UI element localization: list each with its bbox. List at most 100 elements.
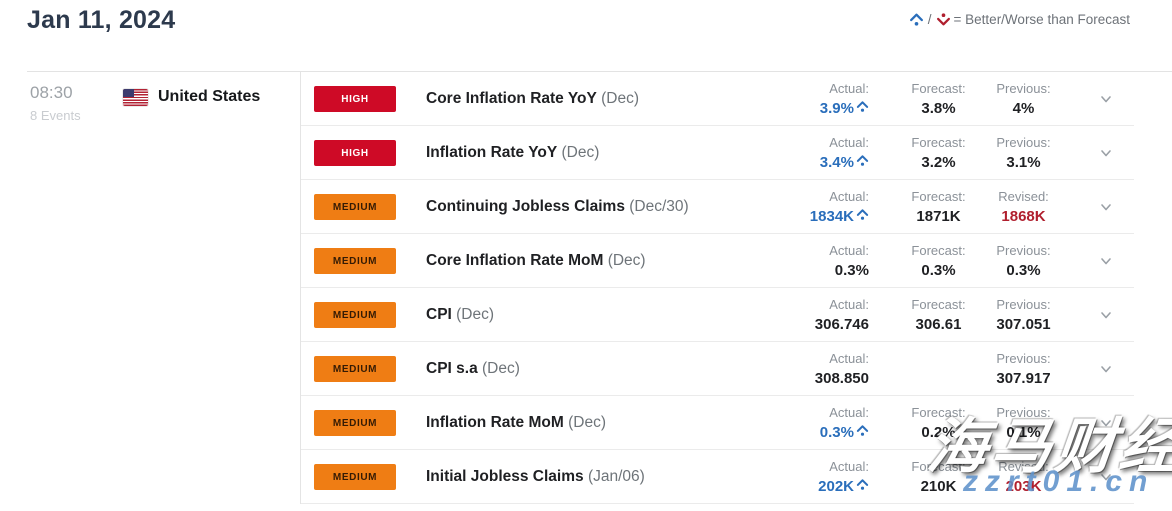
third-value: 203K [1005, 478, 1042, 495]
chevron-down-icon[interactable] [1099, 416, 1113, 430]
event-period: (Dec) [477, 360, 520, 377]
third-label: Previous: [996, 81, 1051, 96]
actual-value: 3.4% [819, 154, 854, 171]
forecast-value: 1871K [916, 208, 961, 225]
forecast-label: Forecast: [911, 243, 966, 258]
event-period: (Dec) [563, 414, 606, 431]
better-arrow-icon [856, 476, 869, 497]
forecast-column: Forecast: 0.3% [886, 234, 991, 288]
chevron-down-icon[interactable] [1099, 308, 1113, 322]
actual-wrap: 202K [749, 476, 869, 497]
table-top-divider [27, 71, 1172, 72]
actual-column: Actual: 308.850 [749, 342, 869, 396]
session-time: 08:30 [30, 83, 73, 102]
previous-column: Previous: 3.1% [971, 126, 1076, 180]
forecast-label: Forecast: [911, 189, 966, 204]
forecast-label: Forecast: [911, 135, 966, 150]
previous-column: Revised: 203K [971, 450, 1076, 504]
third-value: 0.3% [1006, 262, 1041, 279]
event-period: (Dec) [596, 90, 640, 107]
actual-label: Actual: [829, 243, 869, 258]
actual-value: 202K [818, 478, 854, 495]
event-name: CPI [426, 306, 452, 323]
event-name: Inflation Rate MoM [426, 414, 564, 431]
legend: / = Better/Worse than Forecast [909, 12, 1130, 27]
better-arrow-icon [856, 98, 869, 119]
previous-column: Previous: 307.917 [971, 342, 1076, 396]
event-name: Core Inflation Rate YoY [426, 90, 597, 107]
chevron-down-icon[interactable] [1099, 254, 1113, 268]
impact-badge: HIGH [314, 86, 396, 112]
third-value: 307.917 [996, 370, 1051, 387]
third-value: 4% [1012, 100, 1035, 117]
third-label: Revised: [998, 459, 1049, 474]
forecast-label: Forecast: [911, 297, 966, 312]
actual-wrap: 0.3% [749, 260, 869, 281]
third-label: Previous: [996, 405, 1051, 420]
impact-badge: MEDIUM [314, 302, 396, 328]
forecast-column: Forecast: 0.2% [886, 396, 991, 450]
event-title: Inflation Rate YoY (Dec) [426, 126, 599, 180]
actual-column: Actual: 3.9% [749, 72, 869, 126]
event-title: Core Inflation Rate YoY (Dec) [426, 72, 639, 126]
forecast-value: 0.2% [921, 424, 956, 441]
us-flag-icon [123, 89, 148, 106]
better-arrow-icon [856, 422, 869, 443]
event-row[interactable]: MEDIUM Core Inflation Rate MoM (Dec) Act… [301, 234, 1134, 288]
actual-label: Actual: [829, 189, 869, 204]
event-name: Inflation Rate YoY [426, 144, 558, 161]
actual-value: 0.3% [834, 262, 869, 279]
chevron-down-icon[interactable] [1099, 362, 1113, 376]
event-row[interactable]: MEDIUM Initial Jobless Claims (Jan/06) A… [301, 450, 1134, 504]
chevron-down-dot-icon [936, 12, 951, 27]
chevron-down-icon[interactable] [1099, 470, 1113, 484]
event-title: Initial Jobless Claims (Jan/06) [426, 450, 645, 504]
legend-text: = Better/Worse than Forecast [953, 12, 1130, 27]
third-value: 0.1% [1006, 424, 1041, 441]
third-label: Previous: [996, 351, 1051, 366]
event-title: Core Inflation Rate MoM (Dec) [426, 234, 646, 288]
event-row[interactable]: MEDIUM CPI s.a (Dec) Actual: 308.850 Pre… [301, 342, 1134, 396]
event-row[interactable]: HIGH Core Inflation Rate YoY (Dec) Actua… [301, 72, 1134, 126]
forecast-value: 3.2% [921, 154, 956, 171]
event-title: CPI (Dec) [426, 288, 494, 342]
forecast-value: 0.3% [921, 262, 956, 279]
actual-label: Actual: [829, 459, 869, 474]
forecast-column: Forecast: 3.2% [886, 126, 991, 180]
chevron-down-icon[interactable] [1099, 92, 1113, 106]
chevron-down-icon[interactable] [1099, 200, 1113, 214]
actual-value: 306.746 [814, 316, 869, 333]
impact-badge: HIGH [314, 140, 396, 166]
chevron-down-icon[interactable] [1099, 146, 1113, 160]
previous-column: Previous: 4% [971, 72, 1076, 126]
better-arrow-icon [856, 206, 869, 227]
better-arrow-icon [856, 152, 869, 173]
actual-label: Actual: [829, 81, 869, 96]
event-row[interactable]: MEDIUM Inflation Rate MoM (Dec) Actual: … [301, 396, 1134, 450]
actual-column: Actual: 0.3% [749, 234, 869, 288]
event-period: (Dec) [603, 252, 646, 269]
actual-column: Actual: 1834K [749, 180, 869, 234]
actual-label: Actual: [829, 135, 869, 150]
actual-wrap: 0.3% [749, 422, 869, 443]
actual-wrap: 1834K [749, 206, 869, 227]
forecast-column: Forecast: 210K [886, 450, 991, 504]
events-list: HIGH Core Inflation Rate YoY (Dec) Actua… [300, 72, 1172, 504]
forecast-label: Forecast: [911, 459, 966, 474]
third-label: Revised: [998, 189, 1049, 204]
forecast-value: 210K [920, 478, 957, 495]
third-label: Previous: [996, 297, 1051, 312]
forecast-label: Forecast: [911, 81, 966, 96]
third-value: 1868K [1001, 208, 1046, 225]
session-panel: 08:30 8 Events United States [27, 72, 300, 511]
forecast-column: Forecast: 1871K [886, 180, 991, 234]
actual-wrap: 306.746 [749, 314, 869, 335]
forecast-value: 3.8% [921, 100, 956, 117]
event-row[interactable]: MEDIUM Continuing Jobless Claims (Dec/30… [301, 180, 1134, 234]
forecast-value: 306.61 [915, 316, 962, 333]
forecast-column: Forecast: 306.61 [886, 288, 991, 342]
event-row[interactable]: HIGH Inflation Rate YoY (Dec) Actual: 3.… [301, 126, 1134, 180]
event-row[interactable]: MEDIUM CPI (Dec) Actual: 306.746 Forecas… [301, 288, 1134, 342]
actual-wrap: 308.850 [749, 368, 869, 389]
third-label: Previous: [996, 135, 1051, 150]
